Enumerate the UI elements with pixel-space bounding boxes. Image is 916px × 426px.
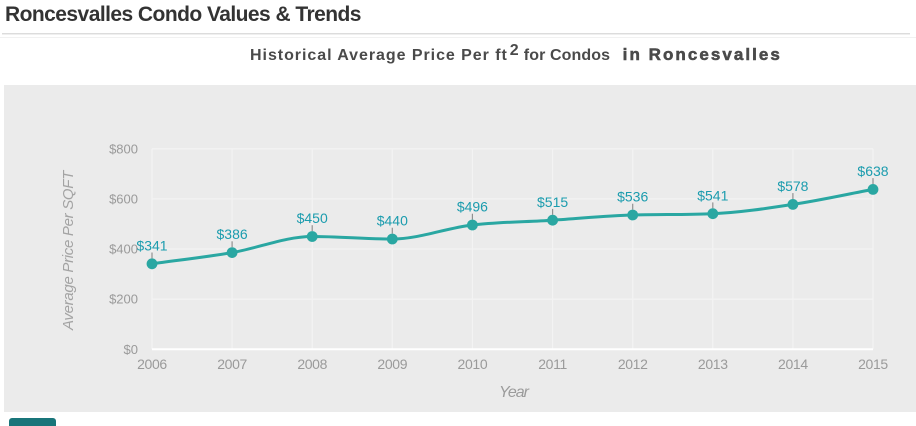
svg-text:$638: $638 bbox=[857, 163, 888, 179]
svg-text:2011: 2011 bbox=[538, 356, 567, 372]
svg-text:$578: $578 bbox=[777, 178, 808, 194]
svg-text:$800: $800 bbox=[109, 141, 138, 156]
svg-text:$400: $400 bbox=[109, 242, 138, 257]
svg-text:2009: 2009 bbox=[377, 356, 407, 372]
svg-text:2008: 2008 bbox=[297, 356, 327, 372]
svg-text:2006: 2006 bbox=[137, 356, 167, 372]
svg-text:Year: Year bbox=[499, 384, 530, 401]
svg-text:$200: $200 bbox=[109, 292, 138, 307]
svg-text:$536: $536 bbox=[617, 189, 648, 205]
svg-text:2015: 2015 bbox=[858, 356, 888, 372]
svg-text:$600: $600 bbox=[109, 191, 138, 206]
svg-text:$440: $440 bbox=[377, 213, 408, 229]
svg-text:2010: 2010 bbox=[458, 356, 488, 372]
svg-text:2014: 2014 bbox=[778, 356, 808, 372]
svg-text:2012: 2012 bbox=[618, 356, 648, 372]
svg-text:Average Price Per SQFT: Average Price Per SQFT bbox=[60, 169, 77, 331]
svg-text:$496: $496 bbox=[457, 199, 488, 215]
svg-text:$515: $515 bbox=[537, 194, 568, 210]
svg-text:$0: $0 bbox=[124, 342, 138, 357]
svg-text:$450: $450 bbox=[297, 210, 328, 226]
svg-text:2007: 2007 bbox=[217, 356, 247, 372]
svg-text:$541: $541 bbox=[697, 187, 728, 203]
svg-text:2013: 2013 bbox=[698, 356, 728, 372]
svg-text:$341: $341 bbox=[136, 237, 167, 253]
svg-text:$386: $386 bbox=[217, 226, 248, 242]
